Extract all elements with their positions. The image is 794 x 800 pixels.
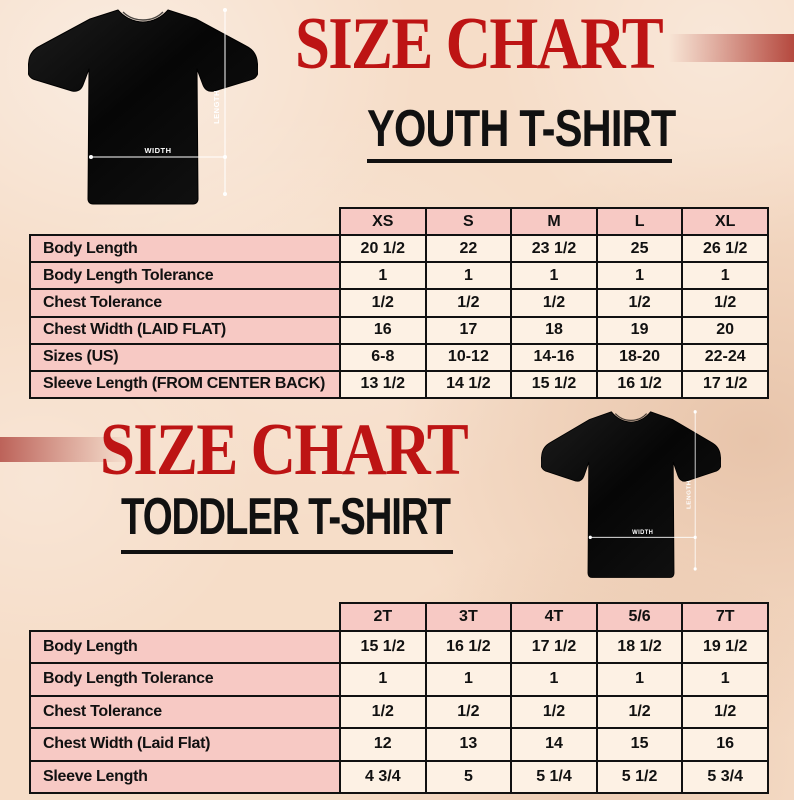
svg-text:WIDTH: WIDTH: [144, 146, 171, 155]
svg-text:LENGTH: LENGTH: [686, 480, 693, 509]
svg-text:LENGTH: LENGTH: [212, 90, 221, 124]
svg-text:WIDTH: WIDTH: [632, 529, 653, 536]
